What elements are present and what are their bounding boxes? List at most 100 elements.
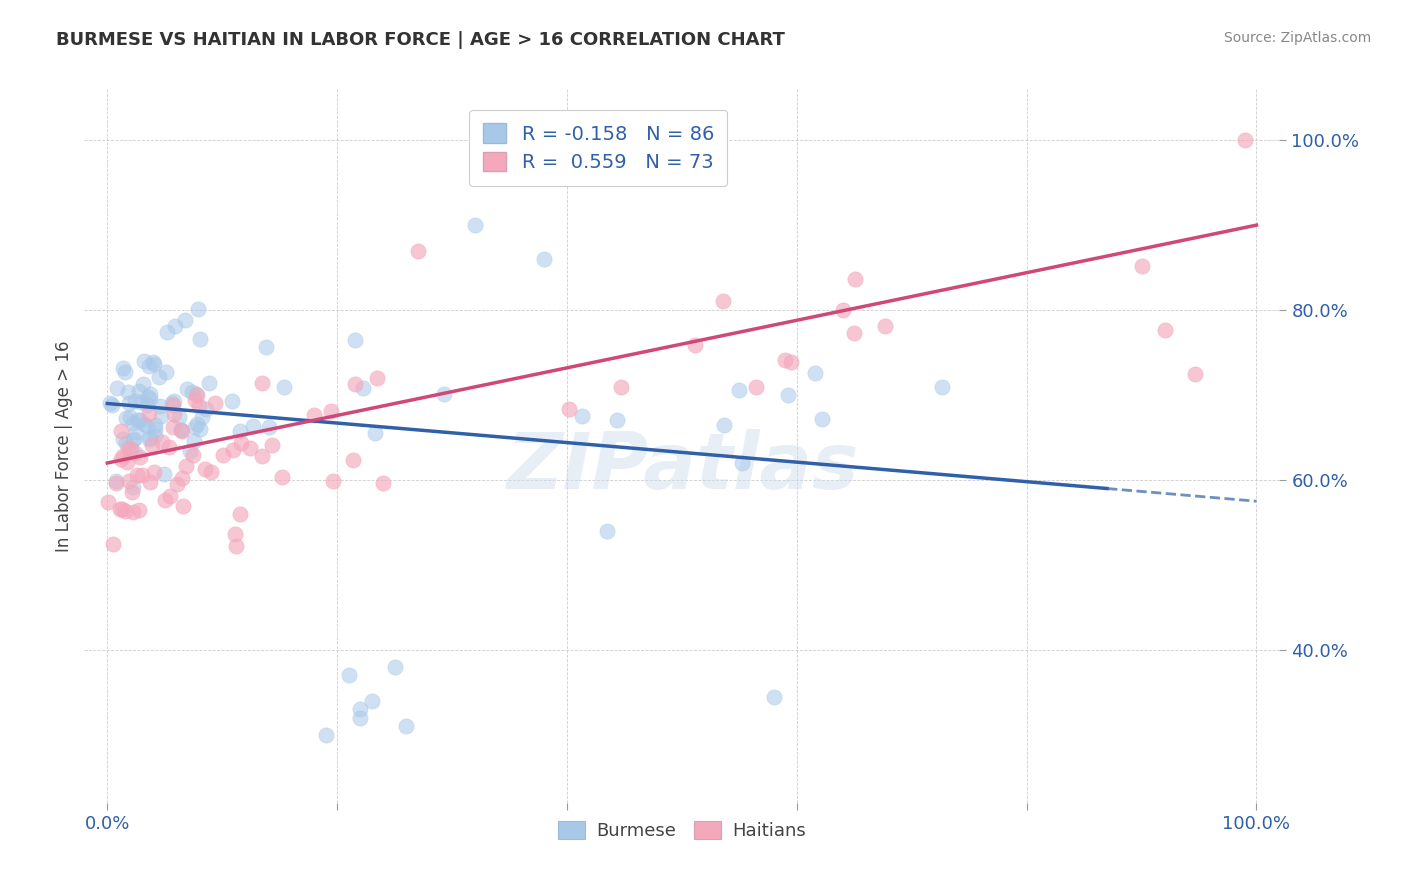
Point: [1233, 133, 1256, 147]
Point: [159, 440, 181, 454]
Point: [254, 340, 277, 354]
Point: [204, 396, 226, 410]
Point: [360, 694, 382, 708]
Point: [118, 474, 141, 488]
Point: [149, 399, 172, 413]
Point: [129, 395, 152, 409]
Point: [315, 728, 337, 742]
Point: [342, 453, 364, 467]
Point: [97, 495, 120, 509]
Point: [194, 461, 217, 475]
Point: [533, 252, 555, 266]
Point: [114, 504, 136, 518]
Point: [811, 412, 834, 426]
Point: [464, 218, 486, 232]
Point: [200, 465, 222, 479]
Point: [711, 293, 734, 308]
Point: [228, 507, 250, 521]
Point: [122, 416, 145, 430]
Point: [366, 371, 388, 385]
Point: [302, 409, 325, 423]
Point: [145, 418, 167, 433]
Point: [224, 527, 246, 541]
Point: [155, 493, 177, 508]
Point: [745, 380, 768, 394]
Point: [148, 370, 170, 384]
Point: [183, 434, 205, 449]
Point: [250, 376, 273, 391]
Point: [384, 660, 406, 674]
Point: [163, 393, 186, 408]
Point: [143, 357, 166, 371]
Point: [120, 442, 142, 457]
Point: [105, 476, 128, 491]
Point: [1184, 368, 1206, 382]
Point: [150, 435, 173, 450]
Point: [780, 355, 803, 369]
Point: [831, 303, 853, 318]
Point: [112, 432, 135, 446]
Point: [142, 355, 165, 369]
Point: [181, 448, 204, 462]
Point: [143, 429, 166, 443]
Point: [101, 398, 124, 412]
Point: [121, 505, 143, 519]
Point: [842, 326, 865, 340]
Point: [110, 451, 132, 466]
Point: [166, 476, 188, 491]
Point: [135, 398, 157, 412]
Point: [104, 474, 127, 488]
Point: [221, 393, 243, 408]
Point: [112, 361, 135, 376]
Point: [111, 449, 134, 463]
Point: [179, 444, 201, 458]
Point: [138, 359, 160, 374]
Point: [558, 402, 581, 417]
Point: [114, 365, 136, 379]
Point: [139, 387, 162, 401]
Point: [184, 392, 207, 407]
Point: [122, 433, 145, 447]
Point: [153, 467, 176, 481]
Text: BURMESE VS HAITIAN IN LABOR FORCE | AGE > 16 CORRELATION CHART: BURMESE VS HAITIAN IN LABOR FORCE | AGE …: [56, 31, 785, 49]
Point: [225, 539, 247, 553]
Point: [181, 385, 204, 400]
Point: [197, 376, 219, 390]
Point: [170, 471, 193, 485]
Point: [103, 537, 125, 551]
Point: [129, 450, 152, 464]
Point: [804, 366, 827, 380]
Point: [270, 470, 292, 484]
Point: [124, 394, 146, 409]
Point: [117, 384, 139, 399]
Point: [115, 411, 138, 425]
Legend: Burmese, Haitians: Burmese, Haitians: [551, 814, 813, 847]
Point: [162, 398, 184, 412]
Point: [118, 396, 141, 410]
Point: [128, 384, 150, 399]
Point: [110, 424, 132, 438]
Point: [762, 690, 785, 704]
Point: [259, 420, 281, 434]
Point: [118, 442, 141, 456]
Point: [156, 326, 179, 340]
Point: [121, 484, 143, 499]
Point: [174, 458, 197, 473]
Point: [114, 435, 136, 450]
Point: [610, 380, 633, 394]
Point: [683, 338, 706, 352]
Point: [105, 380, 128, 394]
Point: [131, 468, 153, 483]
Point: [128, 413, 150, 427]
Point: [150, 409, 173, 423]
Point: [98, 396, 121, 410]
Point: [349, 702, 371, 716]
Point: [115, 454, 138, 468]
Point: [187, 302, 209, 317]
Point: [111, 502, 134, 516]
Point: [344, 333, 367, 347]
Point: [406, 244, 429, 258]
Point: [125, 467, 148, 482]
Point: [229, 424, 252, 438]
Point: [160, 396, 183, 410]
